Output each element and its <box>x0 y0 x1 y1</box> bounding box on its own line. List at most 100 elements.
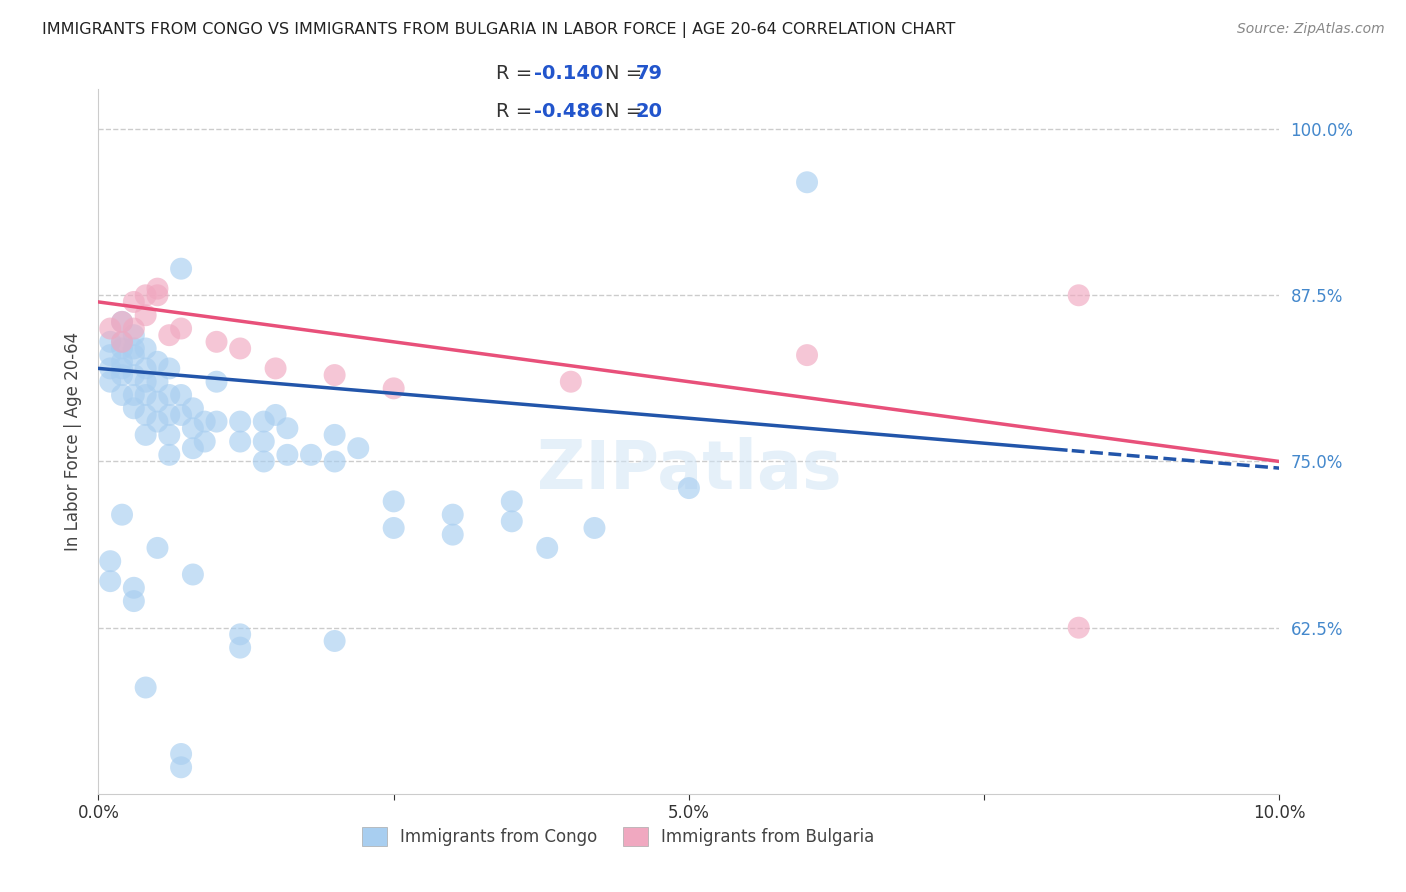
Point <box>135 342 157 356</box>
Point <box>98 375 121 389</box>
Text: N =: N = <box>605 63 648 83</box>
Point <box>253 434 276 449</box>
Point <box>157 408 180 422</box>
Point <box>98 361 121 376</box>
Point <box>98 348 121 362</box>
Text: R =: R = <box>496 102 538 121</box>
Point <box>170 388 193 402</box>
Point <box>229 627 252 641</box>
Point <box>205 334 228 349</box>
Legend: Immigrants from Congo, Immigrants from Bulgaria: Immigrants from Congo, Immigrants from B… <box>356 820 880 853</box>
Point <box>122 594 145 608</box>
Point <box>146 541 169 555</box>
Y-axis label: In Labor Force | Age 20-64: In Labor Force | Age 20-64 <box>65 332 83 551</box>
Point <box>157 388 180 402</box>
Point <box>122 401 145 416</box>
Text: -0.140: -0.140 <box>534 63 603 83</box>
Point <box>382 521 405 535</box>
Point <box>181 441 204 455</box>
Point <box>146 355 169 369</box>
Point <box>157 448 180 462</box>
Text: N =: N = <box>605 102 648 121</box>
Point <box>146 415 169 429</box>
Point <box>1067 288 1090 302</box>
Point <box>111 361 134 376</box>
Point <box>264 408 287 422</box>
Text: 20: 20 <box>636 102 662 121</box>
Point <box>135 428 157 442</box>
Point <box>560 375 582 389</box>
Point <box>536 541 558 555</box>
Point <box>323 634 346 648</box>
Point <box>501 494 523 508</box>
Point <box>276 421 298 435</box>
Point <box>323 454 346 468</box>
Point <box>157 428 180 442</box>
Point <box>135 408 157 422</box>
Point <box>205 375 228 389</box>
Point <box>181 567 204 582</box>
Point <box>122 348 145 362</box>
Text: IMMIGRANTS FROM CONGO VS IMMIGRANTS FROM BULGARIA IN LABOR FORCE | AGE 20-64 COR: IMMIGRANTS FROM CONGO VS IMMIGRANTS FROM… <box>42 22 956 38</box>
Point <box>122 321 145 335</box>
Point <box>146 394 169 409</box>
Point <box>382 494 405 508</box>
Point <box>170 408 193 422</box>
Point <box>98 554 121 568</box>
Point <box>194 434 217 449</box>
Point <box>111 368 134 382</box>
Point <box>170 747 193 761</box>
Point <box>194 415 217 429</box>
Point <box>181 421 204 435</box>
Point <box>796 348 818 362</box>
Point <box>111 388 134 402</box>
Point <box>181 401 204 416</box>
Point <box>299 448 322 462</box>
Point <box>98 334 121 349</box>
Point <box>157 361 180 376</box>
Point <box>122 368 145 382</box>
Point <box>98 574 121 589</box>
Point <box>382 381 405 395</box>
Text: ZIPatlas: ZIPatlas <box>537 437 841 503</box>
Text: -0.486: -0.486 <box>534 102 605 121</box>
Point <box>135 361 157 376</box>
Point <box>170 321 193 335</box>
Point <box>135 308 157 322</box>
Point <box>264 361 287 376</box>
Point <box>122 388 145 402</box>
Point <box>323 428 346 442</box>
Point <box>205 415 228 429</box>
Point <box>157 328 180 343</box>
Point <box>276 448 298 462</box>
Point <box>229 415 252 429</box>
Point <box>796 175 818 189</box>
Text: 79: 79 <box>636 63 662 83</box>
Point <box>170 261 193 276</box>
Point <box>111 315 134 329</box>
Point <box>229 640 252 655</box>
Point <box>111 342 134 356</box>
Text: R =: R = <box>496 63 538 83</box>
Point <box>122 294 145 309</box>
Text: Source: ZipAtlas.com: Source: ZipAtlas.com <box>1237 22 1385 37</box>
Point <box>253 454 276 468</box>
Point <box>111 334 134 349</box>
Point <box>111 315 134 329</box>
Point <box>135 681 157 695</box>
Point <box>111 355 134 369</box>
Point <box>98 321 121 335</box>
Point <box>347 441 370 455</box>
Point <box>441 527 464 541</box>
Point <box>229 342 252 356</box>
Point <box>170 760 193 774</box>
Point <box>1067 621 1090 635</box>
Point <box>111 508 134 522</box>
Point <box>111 334 134 349</box>
Point <box>146 375 169 389</box>
Point <box>135 375 157 389</box>
Point <box>441 508 464 522</box>
Point <box>678 481 700 495</box>
Point <box>323 368 346 382</box>
Point <box>135 288 157 302</box>
